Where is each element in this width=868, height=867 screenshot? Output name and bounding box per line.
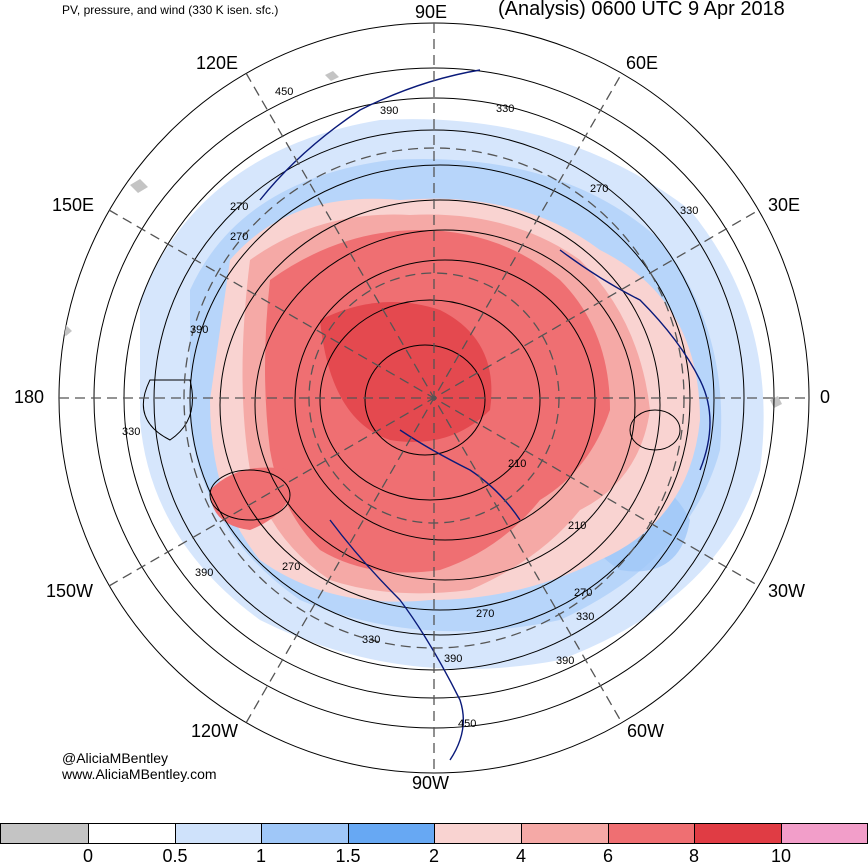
contour-label: 390	[190, 324, 208, 336]
contour-label: 270	[282, 561, 300, 573]
lon-label-30w: 30W	[768, 581, 806, 601]
map-title: PV, pressure, and wind (330 K isen. sfc.…	[62, 3, 279, 17]
lon-label-90e: 90E	[415, 2, 448, 22]
colorbar-segment	[695, 824, 782, 843]
contour-label: 330	[122, 426, 140, 438]
colorbar-tick: 1.5	[335, 846, 361, 866]
colorbar-tick: 0	[82, 846, 94, 866]
contour-label: 330	[496, 103, 514, 115]
lon-label-90w: 90W	[412, 773, 450, 793]
coastlines	[259, 69, 711, 761]
colorbar-segment	[176, 824, 262, 843]
colorbar-tick: 0.5	[162, 846, 188, 866]
lon-label-120e: 120E	[196, 53, 239, 73]
lon-label-150e: 150E	[52, 195, 95, 215]
colorbar-segment	[609, 824, 695, 843]
contour-label: 270	[574, 587, 592, 599]
contour-label: 270	[476, 608, 494, 620]
colorbar-tick: 6	[602, 846, 614, 866]
colorbar-tick: 1	[255, 846, 267, 866]
lon-label-60e: 60E	[626, 53, 659, 73]
lon-label-120w: 120W	[191, 721, 239, 741]
polar-map: 450 390 330 270 330 270 390 330 390 270 …	[58, 22, 810, 774]
colorbar-segment	[522, 824, 609, 843]
colorbar-segment	[349, 824, 435, 843]
colorbar-tick: 10	[770, 846, 792, 866]
contour-label: 270	[230, 201, 248, 213]
contour-label: 330	[680, 205, 698, 217]
contour-label: 330	[576, 611, 594, 623]
colorbar-tick: 8	[688, 846, 700, 866]
contour-label: 330	[362, 634, 380, 646]
contour-label: 450	[458, 718, 476, 730]
colorbar-tick: 4	[515, 846, 527, 866]
contour-label: 210	[568, 520, 586, 532]
contour-label: 390	[380, 105, 398, 117]
colorbar-segment	[782, 824, 867, 843]
lon-label-180: 180	[14, 387, 45, 407]
colorbar-segment	[89, 824, 176, 843]
contour-label: 270	[590, 183, 608, 195]
colorbar-tick: 2	[428, 846, 440, 866]
meridian-grid	[59, 23, 809, 773]
colorbar	[0, 823, 868, 844]
colorbar-segment	[1, 824, 89, 843]
lon-label-30e: 30E	[768, 195, 801, 215]
valid-time: (Analysis) 0600 UTC 9 Apr 2018	[498, 0, 785, 20]
contour-label: 450	[275, 86, 293, 98]
contour-label: 210	[508, 458, 526, 470]
credit-website: www.AliciaMBentley.com	[62, 766, 217, 782]
contour-labels: 450 390 330 270 330 270 390 330 390 270 …	[122, 86, 698, 730]
contour-label: 390	[195, 567, 213, 579]
colorbar-segment	[435, 824, 522, 843]
contour-label: 270	[230, 231, 248, 243]
lon-label-150w: 150W	[46, 581, 94, 601]
pv-shading-red	[210, 467, 292, 530]
contour-label: 390	[556, 655, 574, 667]
colorbar-segment	[262, 824, 349, 843]
lon-label-0: 0	[820, 387, 831, 407]
contour-label: 390	[444, 653, 462, 665]
credit-twitter: @AliciaMBentley	[62, 750, 169, 766]
lon-label-60w: 60W	[627, 721, 665, 741]
